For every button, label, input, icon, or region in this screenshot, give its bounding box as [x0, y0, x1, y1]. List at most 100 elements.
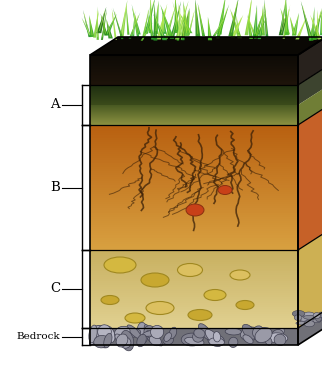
- Bar: [90, 102, 298, 103]
- Polygon shape: [298, 107, 322, 250]
- Bar: [90, 258, 298, 260]
- Polygon shape: [89, 15, 94, 37]
- Bar: [90, 124, 298, 125]
- Bar: [90, 219, 298, 221]
- Polygon shape: [162, 11, 166, 34]
- Ellipse shape: [225, 328, 241, 335]
- Polygon shape: [247, 14, 256, 36]
- Ellipse shape: [104, 257, 136, 273]
- Bar: [90, 196, 298, 198]
- Polygon shape: [134, 13, 141, 35]
- Bar: [90, 179, 298, 182]
- Ellipse shape: [230, 270, 250, 280]
- Bar: [90, 70, 298, 72]
- Bar: [90, 115, 298, 117]
- Bar: [90, 111, 298, 112]
- Ellipse shape: [89, 325, 97, 343]
- Ellipse shape: [116, 334, 128, 347]
- Bar: [90, 177, 298, 180]
- Bar: [90, 154, 298, 157]
- Bar: [90, 254, 298, 256]
- Bar: [90, 256, 298, 258]
- Polygon shape: [317, 10, 319, 38]
- Bar: [90, 100, 298, 101]
- Bar: [90, 152, 298, 155]
- Polygon shape: [161, 8, 165, 37]
- Ellipse shape: [257, 328, 266, 342]
- Bar: [90, 142, 298, 144]
- Bar: [90, 291, 298, 293]
- Bar: [90, 187, 298, 190]
- Polygon shape: [96, 7, 106, 33]
- Bar: [90, 113, 298, 114]
- Bar: [90, 231, 298, 234]
- Bar: [90, 108, 298, 109]
- Polygon shape: [119, 0, 128, 37]
- Ellipse shape: [265, 337, 272, 345]
- Ellipse shape: [204, 290, 226, 301]
- Polygon shape: [280, 8, 290, 34]
- Ellipse shape: [169, 327, 177, 339]
- Polygon shape: [104, 14, 117, 35]
- Polygon shape: [90, 37, 322, 55]
- Bar: [90, 98, 298, 100]
- Polygon shape: [253, 5, 257, 36]
- Bar: [90, 242, 298, 244]
- Ellipse shape: [313, 318, 321, 323]
- Polygon shape: [153, 1, 159, 34]
- Ellipse shape: [241, 327, 260, 341]
- Bar: [90, 212, 298, 215]
- Bar: [90, 64, 298, 66]
- Text: Bedrock: Bedrock: [16, 332, 60, 341]
- Polygon shape: [198, 3, 205, 36]
- Text: C: C: [50, 282, 60, 296]
- Bar: [90, 248, 298, 250]
- Bar: [90, 117, 298, 119]
- Bar: [90, 171, 298, 173]
- Ellipse shape: [313, 313, 320, 318]
- Bar: [90, 114, 298, 116]
- Bar: [90, 295, 298, 297]
- Ellipse shape: [194, 329, 205, 338]
- Ellipse shape: [292, 310, 305, 317]
- Polygon shape: [83, 10, 91, 37]
- Ellipse shape: [236, 301, 254, 309]
- Bar: [90, 244, 298, 246]
- Bar: [90, 91, 298, 92]
- Ellipse shape: [243, 335, 253, 344]
- Bar: [90, 181, 298, 184]
- Bar: [90, 198, 298, 201]
- Bar: [90, 122, 298, 124]
- Ellipse shape: [91, 325, 108, 338]
- Ellipse shape: [104, 333, 112, 348]
- Bar: [90, 309, 298, 311]
- Bar: [90, 67, 298, 69]
- Polygon shape: [213, 17, 225, 36]
- Ellipse shape: [188, 309, 212, 320]
- Bar: [90, 144, 298, 146]
- Bar: [90, 173, 298, 176]
- Bar: [90, 192, 298, 194]
- Polygon shape: [154, 3, 157, 41]
- Bar: [90, 118, 298, 119]
- Bar: [90, 217, 298, 219]
- Polygon shape: [188, 9, 195, 35]
- Ellipse shape: [315, 314, 320, 317]
- Bar: [90, 81, 298, 82]
- Bar: [90, 307, 298, 309]
- Bar: [90, 62, 298, 65]
- Bar: [90, 271, 298, 274]
- Ellipse shape: [185, 337, 204, 346]
- Bar: [90, 87, 298, 89]
- Polygon shape: [183, 1, 189, 36]
- Bar: [90, 120, 298, 122]
- Polygon shape: [245, 0, 252, 35]
- Bar: [90, 277, 298, 280]
- Polygon shape: [264, 0, 269, 38]
- Polygon shape: [298, 310, 322, 345]
- Bar: [90, 221, 298, 223]
- Bar: [90, 150, 298, 153]
- Bar: [90, 183, 298, 186]
- Ellipse shape: [318, 312, 322, 317]
- Bar: [90, 169, 298, 171]
